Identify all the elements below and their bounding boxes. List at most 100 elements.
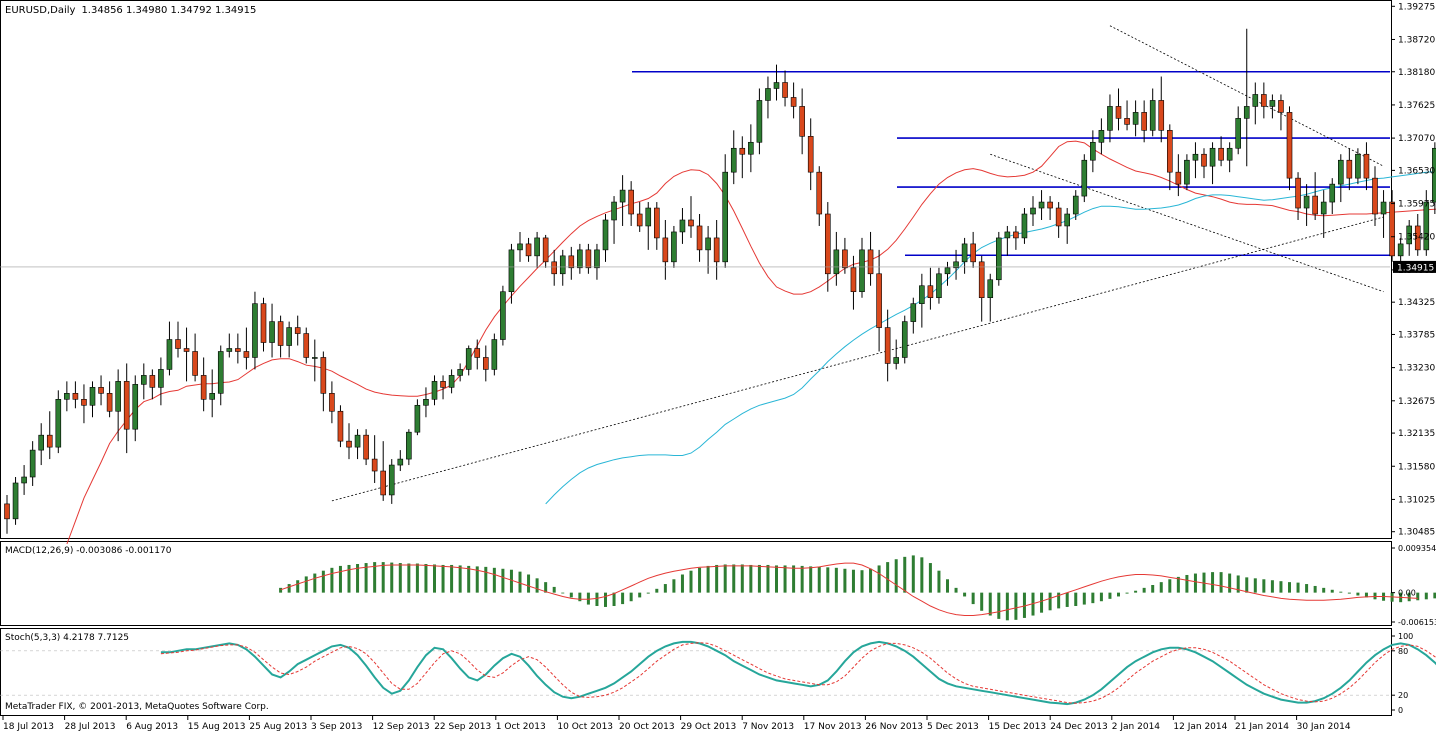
candle	[46, 411, 53, 460]
macd-bar	[1159, 582, 1163, 593]
macd-bar	[356, 564, 360, 593]
candle-body	[1090, 141, 1096, 161]
macd-panel[interactable]	[0, 541, 1392, 626]
candle	[1004, 225, 1011, 256]
candle-body	[260, 303, 267, 343]
candle	[953, 249, 959, 280]
candle-body	[688, 219, 694, 227]
candle-body	[388, 464, 395, 496]
candle-body	[722, 171, 729, 263]
candle	[217, 345, 224, 406]
date-tick-label: 28 Jul 2013	[65, 722, 116, 732]
candle-body	[1432, 147, 1436, 203]
candle-body	[1175, 171, 1182, 185]
candle	[816, 166, 823, 226]
candle	[4, 494, 10, 534]
candle-body	[1055, 207, 1062, 227]
candle-body	[89, 387, 96, 406]
macd-bar	[809, 566, 813, 593]
candle-body	[671, 231, 677, 263]
candle	[260, 297, 267, 352]
candle-body	[1226, 147, 1233, 161]
current-price-label: 1.34915	[1397, 263, 1434, 273]
macd-bar	[390, 562, 394, 593]
macd-bar	[740, 564, 744, 593]
candle-body	[1372, 177, 1378, 215]
macd-bar	[911, 555, 915, 593]
macd-bar	[1219, 572, 1223, 593]
macd-bar	[450, 564, 454, 593]
candle	[149, 369, 156, 400]
candle	[192, 333, 198, 382]
candle	[346, 423, 352, 460]
candle	[1218, 136, 1224, 167]
candle	[919, 273, 925, 328]
macd-bar	[296, 580, 300, 593]
candle-body	[551, 261, 558, 275]
macd-bar	[775, 565, 778, 593]
candle-body	[64, 393, 70, 400]
candle	[1090, 130, 1096, 173]
candle-body	[183, 348, 190, 352]
macd-bar	[860, 570, 864, 593]
macd-bar	[373, 562, 377, 593]
candle-body	[1397, 243, 1404, 257]
candle-body	[1047, 201, 1053, 209]
candle-body	[1261, 94, 1267, 107]
candle-body	[337, 410, 344, 442]
macd-bar	[304, 576, 308, 593]
candle	[423, 387, 429, 418]
candle	[115, 369, 121, 442]
candle	[927, 267, 934, 310]
candle-body	[1132, 112, 1139, 125]
candle-body	[1278, 100, 1284, 113]
macd-bar	[552, 586, 556, 593]
candle-body	[1235, 118, 1241, 149]
candle	[380, 441, 387, 501]
candle-body	[166, 339, 173, 370]
macd-bar	[877, 565, 881, 593]
candle	[1184, 154, 1190, 191]
macd-bar	[1040, 592, 1044, 613]
candle-body	[1072, 195, 1079, 215]
candle-body	[679, 219, 686, 233]
candle-body	[961, 243, 968, 263]
candle-body	[1329, 183, 1336, 203]
candle	[739, 136, 746, 179]
price-tick-label: 1.34325	[1398, 298, 1435, 308]
candle-body	[696, 225, 703, 251]
candle	[200, 357, 207, 412]
candle	[970, 231, 976, 268]
price-panel[interactable]	[0, 0, 1392, 539]
candle-body	[55, 399, 62, 448]
candle-body	[440, 381, 446, 388]
macd-bar	[1270, 580, 1274, 593]
candle-body	[12, 482, 19, 520]
candle	[1013, 225, 1019, 250]
macd-bar	[1048, 592, 1052, 611]
date-tick-label: 15 Aug 2013	[188, 722, 246, 732]
candle	[807, 118, 814, 191]
candle	[354, 429, 361, 460]
candle-body	[1030, 207, 1036, 215]
candle	[987, 273, 994, 322]
macd-bar	[1082, 592, 1086, 605]
candle-body	[1064, 213, 1070, 227]
candle-body	[1320, 201, 1327, 215]
candle-body	[448, 375, 455, 388]
candle-body	[577, 249, 583, 269]
candle-body	[1158, 100, 1165, 131]
candle	[1423, 190, 1430, 256]
candle	[106, 381, 113, 418]
candle-body	[901, 321, 908, 358]
copyright-label: MetaTrader FIX, © 2001-2013, MetaQuotes …	[5, 702, 269, 712]
candle-body	[406, 431, 412, 460]
macd-bar	[1262, 579, 1266, 593]
date-tick-label: 10 Oct 2013	[557, 722, 613, 732]
macd-bar	[946, 579, 949, 593]
candle	[705, 225, 711, 274]
candle-body	[1363, 153, 1370, 179]
macd-bar	[518, 571, 522, 593]
stoch-tick-label: 80	[1398, 647, 1408, 656]
